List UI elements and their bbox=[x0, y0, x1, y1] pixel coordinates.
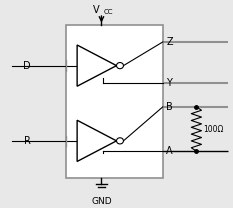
Text: Y: Y bbox=[166, 78, 172, 88]
Text: B: B bbox=[166, 102, 173, 112]
Text: D: D bbox=[23, 61, 31, 71]
Text: GND: GND bbox=[91, 197, 112, 206]
Bar bbox=[65, 25, 163, 178]
Circle shape bbox=[116, 63, 123, 69]
Polygon shape bbox=[77, 120, 116, 161]
Text: Z: Z bbox=[166, 37, 173, 47]
Text: 100Ω: 100Ω bbox=[203, 125, 224, 134]
Text: CC: CC bbox=[104, 9, 113, 15]
Text: A: A bbox=[166, 146, 173, 156]
Circle shape bbox=[116, 138, 123, 144]
Polygon shape bbox=[77, 45, 116, 86]
Text: V: V bbox=[93, 5, 99, 15]
Text: R: R bbox=[24, 136, 31, 146]
